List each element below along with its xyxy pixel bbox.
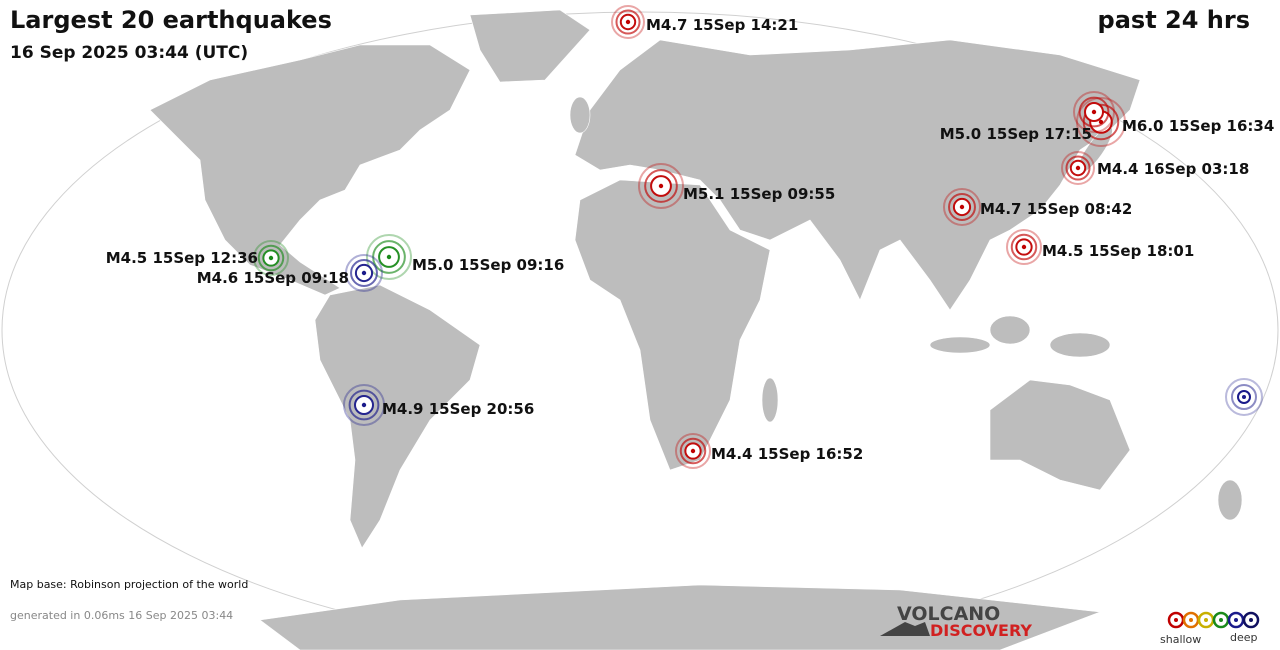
quake-label: M5.0 15Sep 09:16	[412, 256, 564, 274]
quake-ring	[372, 240, 406, 274]
quake-ring	[675, 433, 711, 469]
quake-center	[268, 255, 274, 261]
quake-ring	[638, 163, 684, 209]
quake-ring	[343, 384, 385, 426]
quake: M4.5 15Sep 18:01	[1006, 229, 1194, 265]
quake: M4.7 15Sep 14:21	[611, 5, 798, 39]
quake-label: M4.5 15Sep 18:01	[1042, 242, 1194, 260]
generated: generated in 0.06ms 16 Sep 2025 03:44	[10, 609, 233, 622]
quake-center	[959, 204, 965, 210]
quake: M4.4 15Sep 16:52	[675, 433, 863, 469]
period: past 24 hrs	[1098, 6, 1250, 34]
quake-label: M4.6 15Sep 09:18	[197, 269, 349, 287]
quake-ring	[679, 437, 707, 465]
quake-ring	[1061, 151, 1095, 185]
quake-ring	[1076, 97, 1126, 147]
quake-ring	[1010, 233, 1038, 261]
quake-ring	[345, 254, 383, 292]
map-base: Map base: Robinson projection of the wor…	[10, 578, 248, 591]
quake-ring	[1073, 91, 1115, 133]
quake-ring	[1006, 229, 1042, 265]
quake-center	[690, 448, 696, 454]
quake-center	[1091, 109, 1097, 115]
quake-label: M5.0 15Sep 17:15	[940, 125, 1092, 143]
logo-bottom: DISCOVERY	[930, 621, 1032, 640]
quake-ring	[948, 193, 976, 221]
quake: M5.1 15Sep 09:55	[638, 163, 835, 209]
quake-ring	[257, 244, 285, 272]
quake-center	[361, 402, 367, 408]
quake-ring	[611, 5, 645, 39]
legend: shallow deep	[1160, 611, 1260, 646]
quake-label: M4.7 15Sep 08:42	[980, 200, 1132, 218]
quake: M4.5 15Sep 12:36	[106, 240, 289, 276]
quake-ring	[1078, 96, 1110, 128]
quake-label: M4.7 15Sep 14:21	[646, 16, 798, 34]
quake: M4.4 16Sep 03:18	[1061, 151, 1249, 185]
quake-label: M4.4 15Sep 16:52	[711, 445, 863, 463]
legend-dot	[1174, 618, 1178, 622]
quake-ring	[350, 259, 378, 287]
quake-label: M4.4 16Sep 03:18	[1097, 160, 1249, 178]
logo-top: VOLCANO	[897, 603, 1000, 625]
quake: M5.0 15Sep 09:16	[366, 234, 564, 280]
quake-ring	[615, 9, 641, 35]
quake-ring	[348, 389, 380, 421]
quake-center	[1075, 165, 1081, 171]
unlabeled-quake	[1225, 378, 1263, 416]
legend-dot	[1219, 618, 1223, 622]
logo: VOLCANO DISCOVERY	[880, 603, 1032, 640]
quake-label: M4.9 15Sep 20:56	[382, 400, 534, 418]
quake: M4.6 15Sep 09:18	[197, 254, 383, 292]
quake-ring	[943, 188, 981, 226]
quake-label: M4.5 15Sep 12:36	[106, 249, 258, 267]
quake-label: M6.0 15Sep 16:34	[1122, 117, 1274, 135]
legend-deep: deep	[1230, 631, 1258, 644]
quake-center	[361, 270, 367, 276]
quake-center	[1021, 244, 1027, 250]
quake-ring	[253, 240, 289, 276]
quake-ring	[644, 169, 678, 203]
legend-dot	[1249, 618, 1253, 622]
quake-center	[625, 19, 631, 25]
quake: M4.7 15Sep 08:42	[943, 188, 1132, 226]
quake-center	[386, 254, 392, 260]
legend-dot	[1234, 618, 1238, 622]
legend-dot	[1189, 618, 1193, 622]
legend-dot	[1204, 618, 1208, 622]
quake: M4.9 15Sep 20:56	[343, 384, 534, 426]
quake-ring	[366, 234, 412, 280]
title: Largest 20 earthquakes	[10, 6, 332, 34]
legend-shallow: shallow	[1160, 633, 1201, 646]
quake-center	[658, 183, 664, 189]
quake: M5.0 15Sep 17:15	[940, 91, 1115, 143]
subtitle: 16 Sep 2025 03:44 (UTC)	[10, 43, 248, 63]
quake-ring	[1065, 155, 1091, 181]
quake-label: M5.1 15Sep 09:55	[683, 185, 835, 203]
